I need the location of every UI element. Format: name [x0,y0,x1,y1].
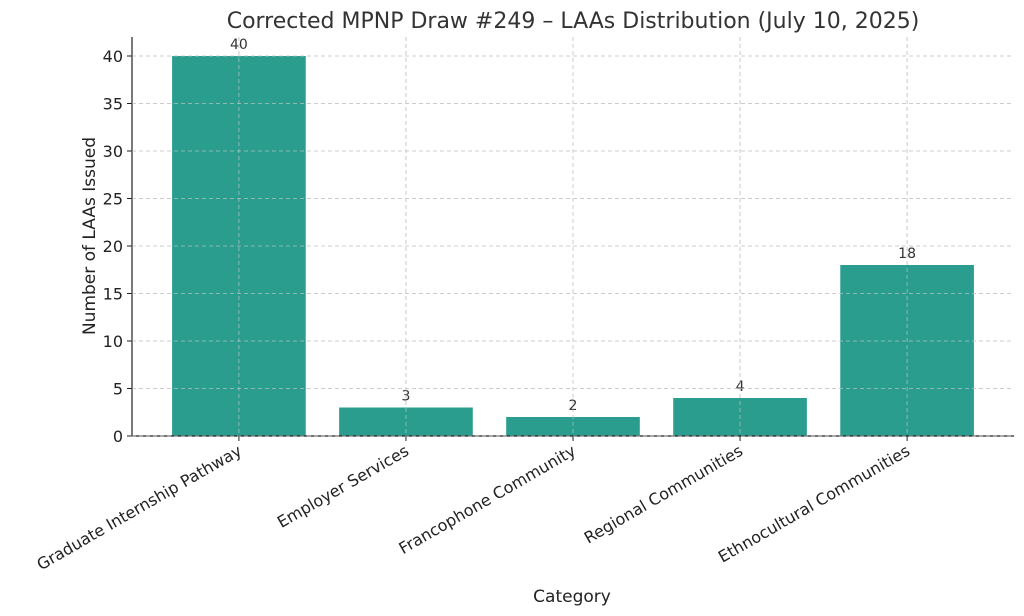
y-tick-label: 35 [103,95,123,114]
y-tick-label: 0 [113,427,123,446]
chart-title: Corrected MPNP Draw #249 – LAAs Distribu… [227,9,920,34]
y-axis: 0 5 10 15 20 25 30 35 40 [103,37,133,446]
y-axis-label: Number of LAAs Issued [80,137,100,335]
x-tick-label: Ethnocultural Communities [715,441,913,566]
y-tick-label: 25 [103,190,123,209]
x-tick-label: Employer Services [274,441,412,532]
y-tick-label: 10 [103,332,123,351]
grid-overlay [132,37,1014,437]
data-label: 2 [569,398,578,414]
x-axis: Graduate Internship Pathway Employer Serv… [33,435,1014,574]
y-tick-label: 40 [103,47,123,66]
x-tick-label: Francophone Community [396,441,579,558]
x-axis-label: Category [533,587,611,607]
bar [506,417,640,436]
y-tick-label: 15 [103,285,123,304]
x-tick-label: Graduate Internship Pathway [33,441,244,574]
x-tick-label: Regional Communities [581,441,746,547]
y-tick-label: 20 [103,237,123,256]
y-tick-label: 5 [113,380,123,399]
y-tick-label: 30 [103,142,123,161]
